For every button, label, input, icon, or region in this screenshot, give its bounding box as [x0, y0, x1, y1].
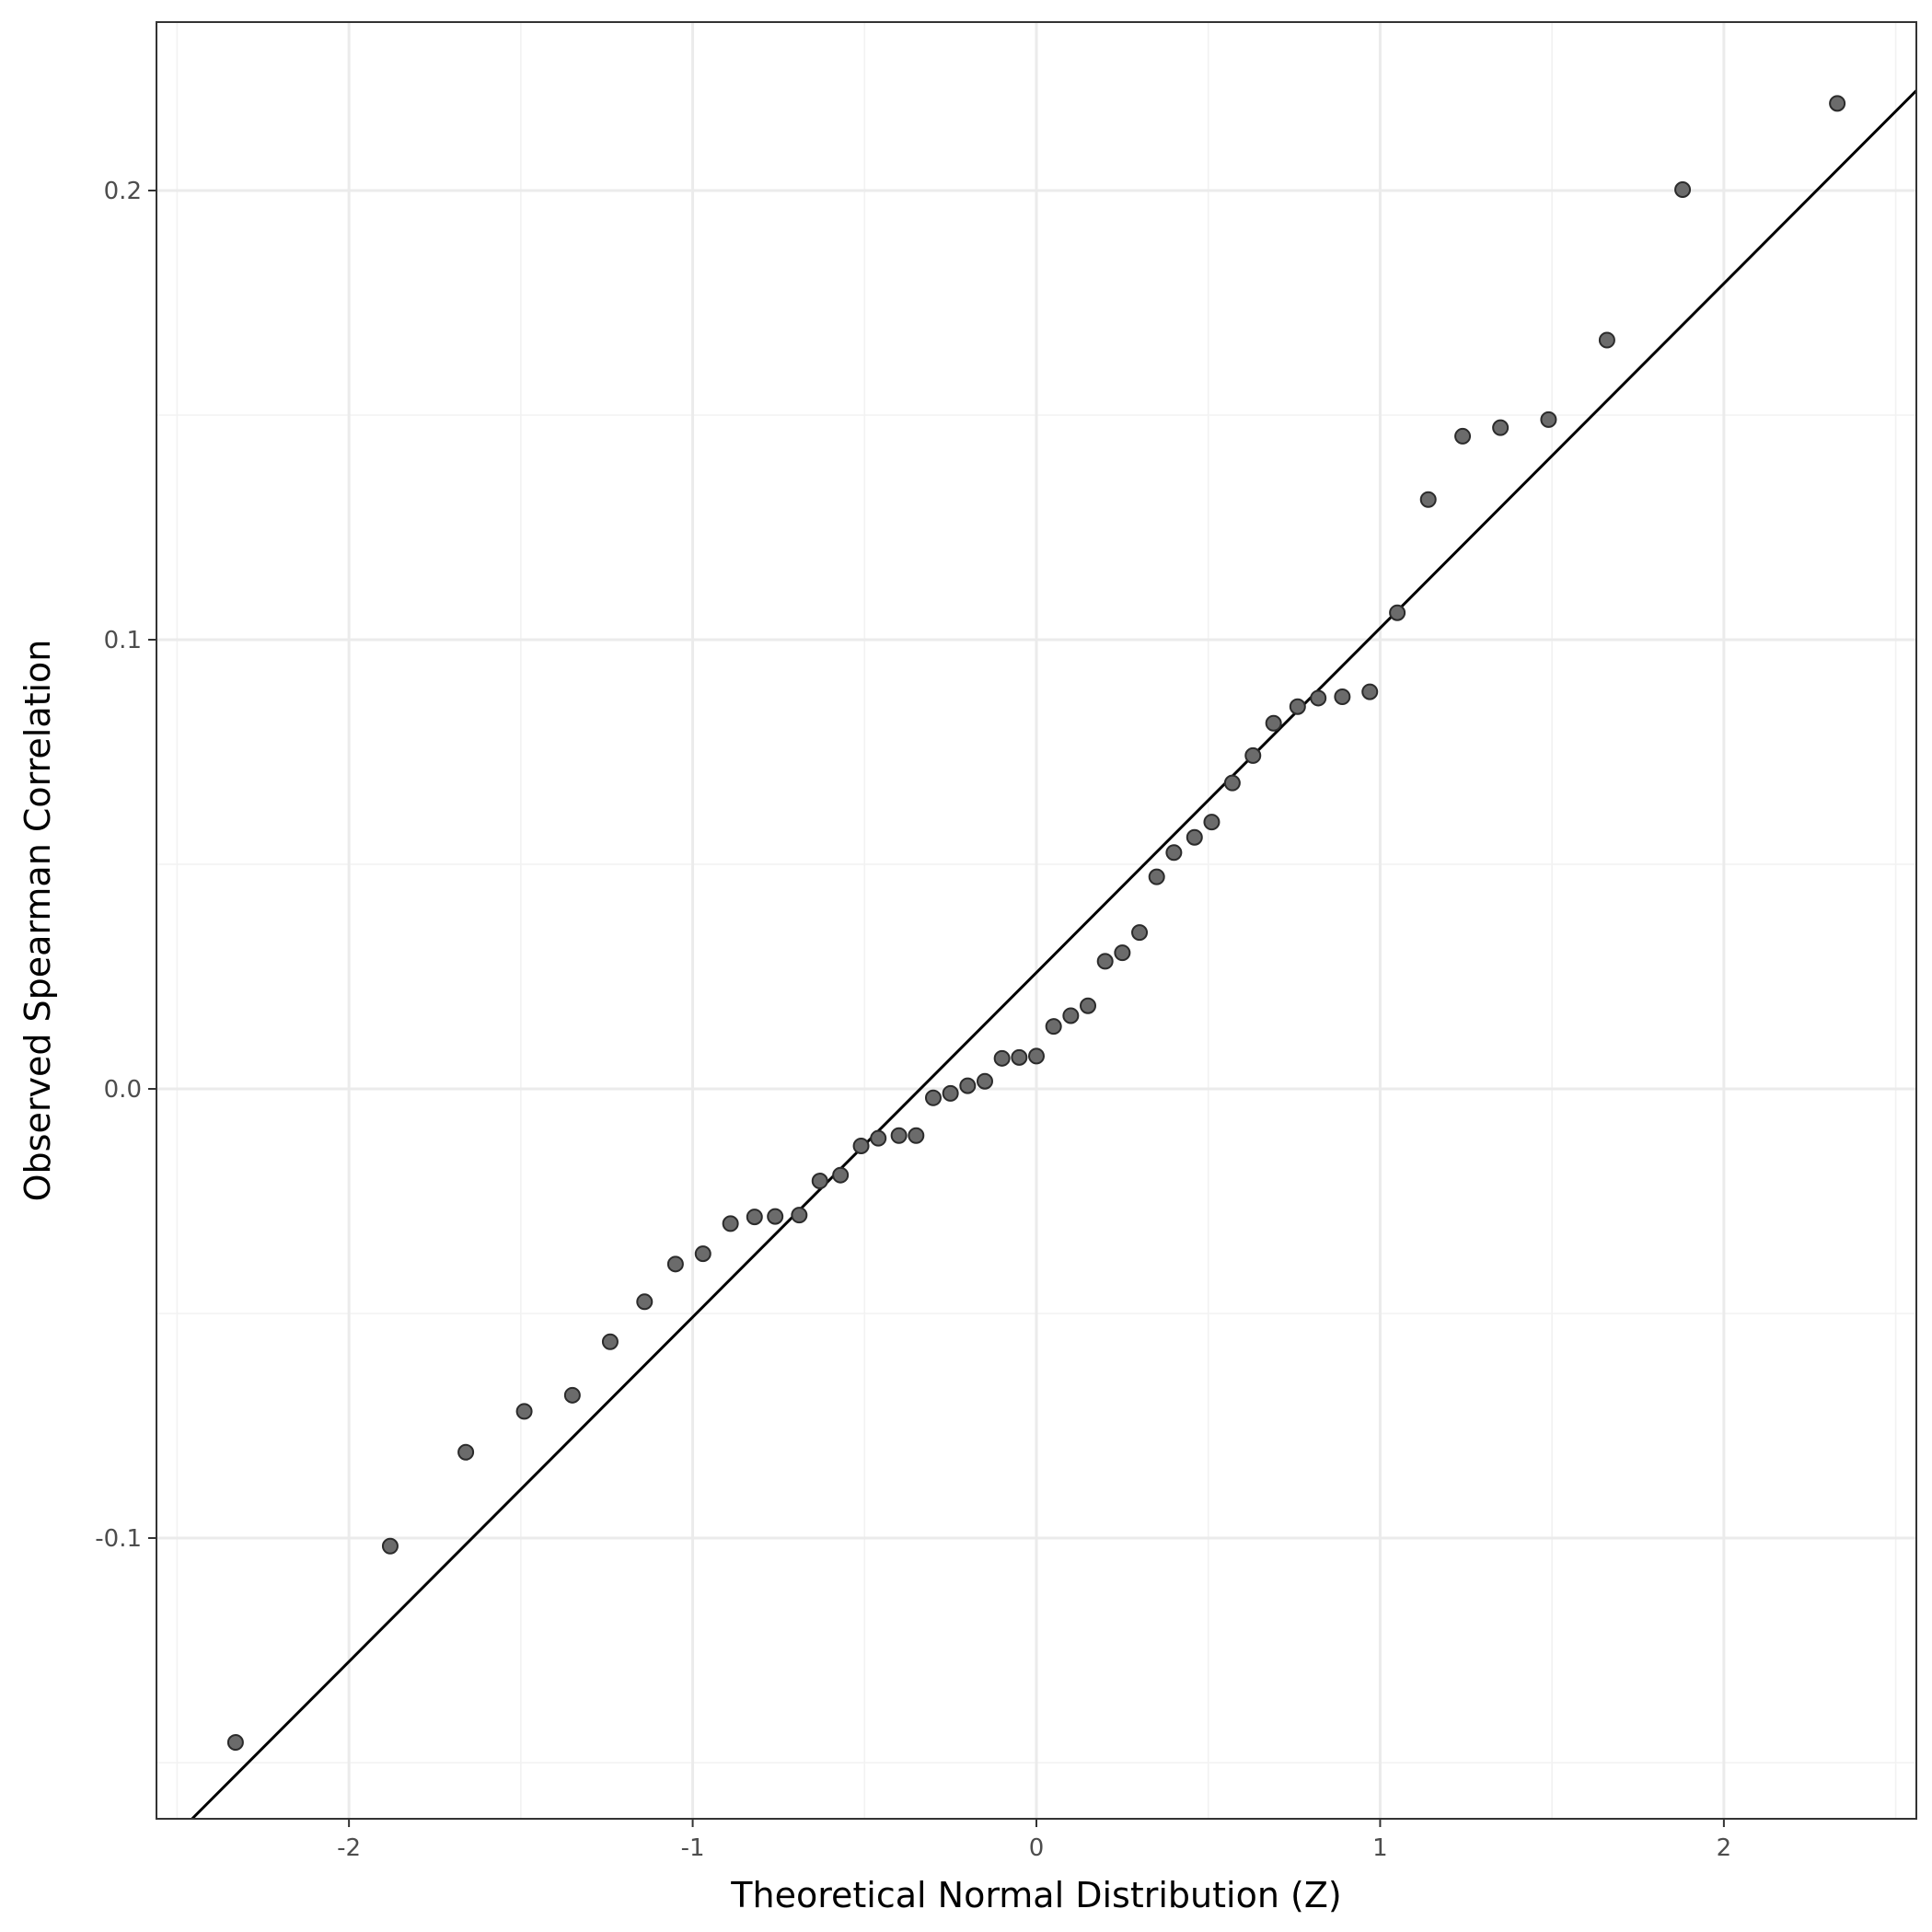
data-point — [722, 1215, 739, 1232]
data-point — [1829, 95, 1846, 112]
data-point — [746, 1209, 763, 1226]
data-point — [1114, 944, 1131, 962]
data-point — [1080, 997, 1097, 1014]
data-point — [694, 1245, 711, 1263]
data-point — [976, 1072, 993, 1090]
y-tick-label: 0.0 — [104, 1076, 142, 1104]
data-point — [666, 1255, 684, 1273]
data-point — [791, 1207, 808, 1224]
data-point — [1540, 411, 1557, 428]
data-point — [767, 1208, 784, 1225]
data-point — [924, 1089, 942, 1106]
x-tick-label: 0 — [1029, 1834, 1045, 1862]
data-point — [1028, 1047, 1045, 1065]
data-point — [636, 1293, 654, 1311]
data-point — [959, 1077, 977, 1094]
data-point — [908, 1127, 925, 1144]
x-axis-ticks: -2 -1 0 1 2 — [337, 1819, 1731, 1862]
data-point — [515, 1403, 533, 1420]
data-point — [563, 1386, 581, 1404]
data-point — [1244, 746, 1262, 764]
y-tick-label: -0.1 — [95, 1525, 142, 1553]
data-point — [1165, 844, 1183, 862]
x-tick-label: 2 — [1717, 1834, 1732, 1862]
data-point — [1389, 604, 1406, 621]
x-axis-title: Theoretical Normal Distribution (Z) — [730, 1875, 1341, 1915]
data-point — [1186, 828, 1203, 846]
data-point — [1598, 331, 1615, 349]
data-point — [381, 1537, 399, 1555]
data-point — [870, 1129, 887, 1147]
data-point — [1361, 683, 1379, 700]
y-axis-ticks: -0.1 0.0 0.1 0.2 — [95, 178, 156, 1553]
data-point — [1454, 427, 1472, 445]
data-point — [1492, 419, 1510, 436]
data-point — [226, 1734, 244, 1752]
data-point — [832, 1166, 850, 1184]
reference-line — [191, 89, 1918, 1821]
data-point — [811, 1173, 828, 1190]
data-point — [457, 1443, 475, 1461]
data-point — [1265, 714, 1282, 732]
data-point — [1062, 1007, 1080, 1024]
data-point — [1289, 698, 1306, 715]
data-point — [601, 1333, 619, 1350]
data-points — [226, 95, 1846, 1752]
data-point — [852, 1137, 870, 1154]
y-tick-label: 0.1 — [104, 627, 142, 654]
x-tick-label: 1 — [1372, 1834, 1388, 1862]
data-point — [1011, 1048, 1028, 1066]
data-point — [1310, 689, 1327, 707]
y-axis-title: Observed Spearman Correlation — [17, 640, 58, 1202]
data-point — [1419, 491, 1437, 508]
data-point — [993, 1049, 1011, 1067]
data-point — [942, 1084, 959, 1102]
data-point — [1334, 688, 1351, 705]
major-gridlines — [156, 22, 1916, 1819]
x-tick-label: -2 — [337, 1834, 361, 1862]
x-tick-label: -1 — [681, 1834, 705, 1862]
y-tick-label: 0.2 — [104, 178, 142, 205]
data-point — [1131, 924, 1149, 942]
data-point — [1096, 953, 1114, 970]
data-point — [1045, 1018, 1062, 1035]
data-point — [1674, 181, 1692, 199]
data-point — [1203, 814, 1221, 831]
data-point — [1223, 774, 1241, 792]
data-point — [890, 1127, 908, 1144]
reference-line-group — [191, 89, 1918, 1821]
data-point — [1148, 868, 1165, 885]
